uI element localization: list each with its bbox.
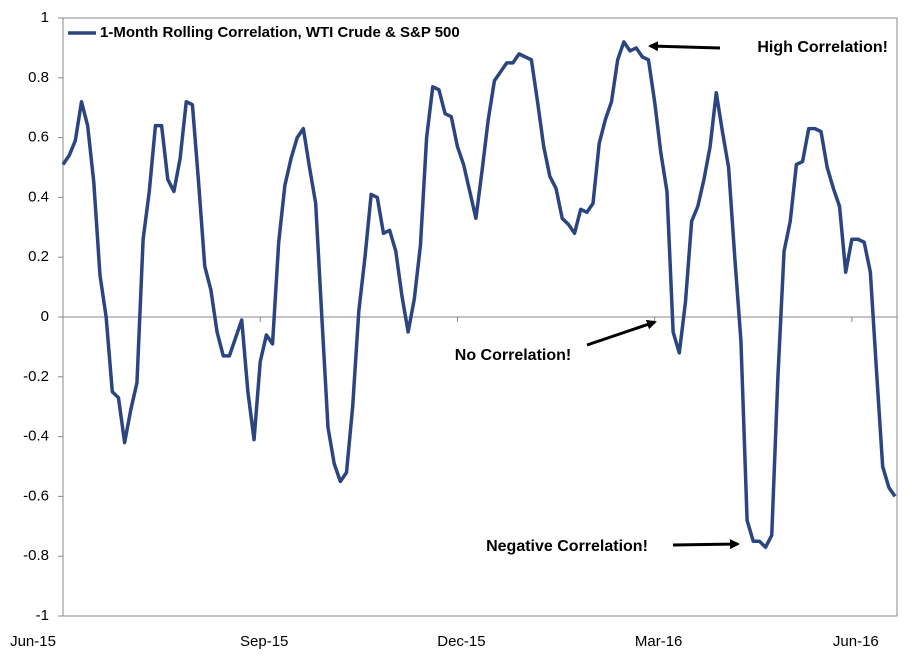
annotation-arrow <box>586 319 657 347</box>
y-tick-label: 0.8 <box>28 69 49 86</box>
legend-label: 1-Month Rolling Correlation, WTI Crude &… <box>100 24 460 41</box>
series-line <box>61 40 897 549</box>
annotation: Negative Correlation! <box>486 538 648 555</box>
axes: -1 -0.8 -0.6 -0.4 -0.2 0 0.2 0.4 0.6 0.8 1 Jun-15 Se… <box>10 9 897 650</box>
y-tick-label: -1 <box>36 607 49 624</box>
marks <box>61 40 897 549</box>
annotation-arrow <box>672 539 740 550</box>
annotation: No Correlation! <box>455 347 571 364</box>
y-tick-label: 1 <box>41 9 49 26</box>
y-tick-label: -0.2 <box>23 368 49 385</box>
x-tick-label: Sep-15 <box>240 633 288 650</box>
x-tick-label: Jun-16 <box>833 633 879 650</box>
x-tick-label: Mar-16 <box>635 633 683 650</box>
x-tick-label: Jun-15 <box>10 633 56 650</box>
annotation-arrow <box>648 41 721 52</box>
legend: 1-Month Rolling Correlation, WTI Crude &… <box>68 24 460 41</box>
y-tick-label: -0.8 <box>23 547 49 564</box>
x-tick-label: Dec-15 <box>437 633 485 650</box>
y-tick-label: -0.4 <box>23 428 49 445</box>
y-tick-label: 0 <box>41 308 49 325</box>
y-tick-label: 0.2 <box>28 248 49 265</box>
y-tick-label: -0.6 <box>23 487 49 504</box>
annotation: High Correlation! <box>757 39 888 56</box>
y-tick-label: 0.6 <box>28 129 49 146</box>
y-tick-label: 0.4 <box>28 188 49 205</box>
